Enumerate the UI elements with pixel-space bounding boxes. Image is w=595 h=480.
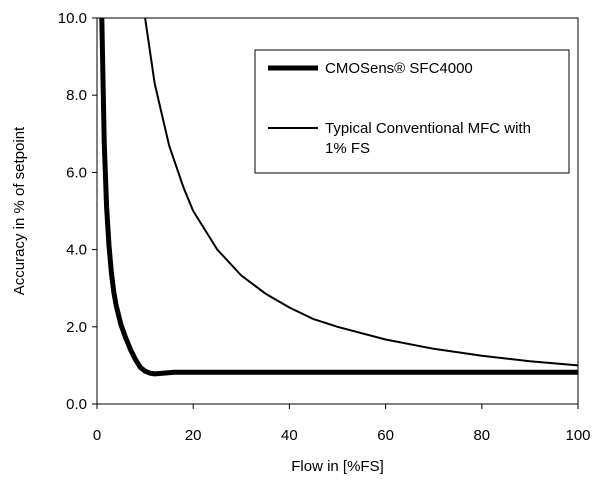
series-line-sfc4000: [99, 17, 578, 377]
y-tick-label: 2.0: [66, 319, 87, 336]
x-tick-label: 20: [185, 427, 202, 444]
y-axis-label: Accuracy in % of setpoint: [11, 126, 28, 295]
series-layer: [99, 17, 579, 377]
plot-area-frame: [96, 17, 579, 405]
legend-label-line: 1% FS: [325, 140, 370, 157]
x-tick-label: 0: [93, 427, 101, 444]
y-tick-label: 6.0: [66, 164, 87, 181]
legend: CMOSens® SFC4000 Typical Conventional MF…: [254, 49, 570, 174]
legend-label-sfc4000: CMOSens® SFC4000: [325, 60, 473, 77]
y-tick-labels: 0.0 2.0 4.0 6.0 8.0 10.0: [58, 10, 87, 413]
y-tick-label: 10.0: [58, 10, 87, 27]
x-axis-label: Flow in [%FS]: [291, 458, 384, 475]
x-tick-label: 100: [565, 427, 590, 444]
x-tick-marks: [96, 404, 579, 409]
y-tick-label: 8.0: [66, 87, 87, 104]
y-tick-label: 4.0: [66, 242, 87, 259]
series-line-conventional-mfc: [144, 17, 579, 367]
legend-label-line: Typical Conventional MFC with: [325, 120, 531, 137]
y-tick-label: 0.0: [66, 396, 87, 413]
x-tick-label: 60: [377, 427, 394, 444]
x-tick-label: 40: [281, 427, 298, 444]
legend-label-conventional-mfc: Typical Conventional MFC with 1% FS: [325, 120, 531, 157]
x-tick-label: 80: [473, 427, 490, 444]
x-tick-labels: 0 20 40 60 80 100: [93, 427, 591, 444]
y-tick-marks: [92, 17, 97, 405]
